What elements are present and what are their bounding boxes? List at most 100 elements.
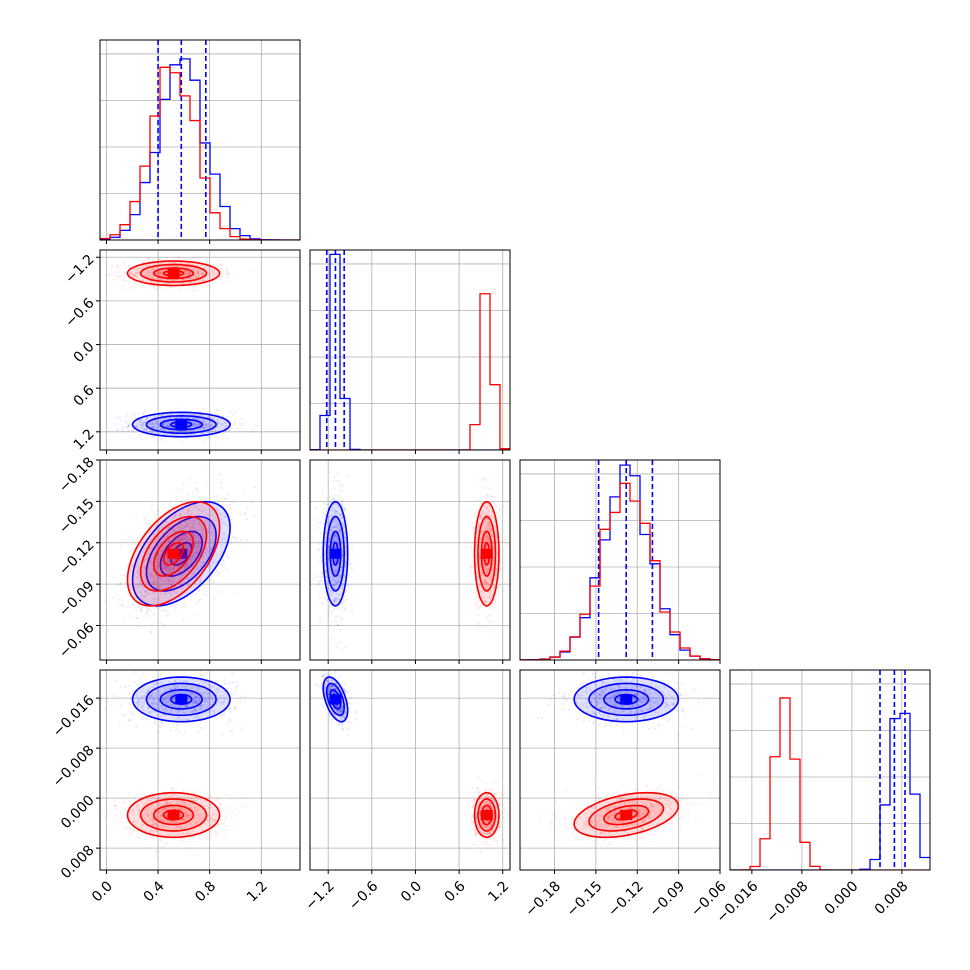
sample-point bbox=[203, 551, 207, 554]
sample-point bbox=[156, 509, 159, 512]
sample-point bbox=[498, 567, 502, 570]
sample-point bbox=[331, 542, 334, 546]
sample-point bbox=[184, 271, 187, 275]
sample-point bbox=[185, 265, 188, 268]
sample-point bbox=[174, 564, 177, 567]
sample-point bbox=[196, 271, 199, 274]
sample-point bbox=[489, 630, 492, 633]
sample-point bbox=[212, 561, 215, 565]
sample-point bbox=[187, 524, 190, 527]
sample-point bbox=[152, 581, 155, 584]
sample-point bbox=[179, 577, 182, 580]
sample-point bbox=[187, 568, 191, 572]
y-tick-label: −0.6 bbox=[62, 295, 97, 330]
sample-point bbox=[493, 602, 497, 605]
sample-point bbox=[159, 273, 162, 277]
sample-point bbox=[333, 518, 336, 521]
sample-point bbox=[337, 523, 340, 526]
sample-point bbox=[131, 603, 134, 606]
sample-point bbox=[179, 574, 182, 577]
sample-point bbox=[340, 617, 344, 620]
sample-point bbox=[116, 275, 119, 278]
sample-point bbox=[157, 539, 160, 542]
sample-point bbox=[179, 587, 183, 590]
sample-point bbox=[227, 273, 231, 276]
density-peak bbox=[329, 548, 342, 559]
sample-point bbox=[160, 269, 163, 273]
sample-point bbox=[149, 423, 152, 426]
sample-point bbox=[189, 548, 192, 551]
sample-point bbox=[159, 512, 163, 515]
sample-point bbox=[146, 581, 149, 584]
sample-point bbox=[182, 527, 185, 530]
sample-point bbox=[335, 513, 338, 516]
sample-point bbox=[194, 543, 197, 546]
sample-point bbox=[235, 537, 238, 540]
sample-point bbox=[188, 537, 191, 541]
sample-point bbox=[234, 690, 237, 694]
sample-point bbox=[180, 261, 183, 264]
sample-point bbox=[135, 725, 138, 728]
sample-point bbox=[343, 524, 346, 527]
sample-point bbox=[183, 547, 187, 551]
sample-point bbox=[133, 268, 136, 271]
sample-point bbox=[205, 520, 208, 523]
sample-point bbox=[149, 573, 152, 576]
sample-point bbox=[152, 601, 156, 605]
sample-point bbox=[128, 264, 131, 267]
density-peak bbox=[175, 419, 188, 430]
sample-point bbox=[124, 415, 127, 419]
sample-point bbox=[181, 538, 184, 541]
sample-point bbox=[181, 583, 184, 586]
sample-point bbox=[193, 257, 196, 260]
sample-point bbox=[340, 587, 343, 590]
sample-point bbox=[333, 533, 337, 537]
sample-point bbox=[152, 284, 155, 288]
sample-point bbox=[143, 595, 146, 598]
sample-point bbox=[177, 574, 180, 577]
sample-point bbox=[190, 429, 193, 432]
sample-point bbox=[330, 576, 333, 579]
sample-point bbox=[152, 533, 155, 537]
sample-point bbox=[148, 547, 151, 550]
sample-point bbox=[172, 261, 175, 265]
sample-point bbox=[327, 587, 330, 590]
sample-point bbox=[327, 557, 330, 561]
sample-point bbox=[171, 279, 174, 282]
sample-point bbox=[339, 568, 343, 572]
sample-point bbox=[329, 528, 332, 531]
sample-point bbox=[167, 567, 170, 570]
sample-point bbox=[333, 546, 336, 549]
sample-point bbox=[146, 608, 150, 611]
sample-point bbox=[335, 535, 338, 539]
histogram-series-1 bbox=[310, 293, 510, 450]
sample-point bbox=[187, 569, 190, 572]
sample-point bbox=[178, 578, 181, 581]
sample-point bbox=[138, 579, 141, 582]
sample-point bbox=[191, 558, 194, 561]
sample-point bbox=[207, 435, 211, 438]
sample-point bbox=[485, 535, 489, 539]
sample-point bbox=[144, 517, 147, 520]
sample-point bbox=[134, 539, 137, 542]
sample-point bbox=[205, 671, 208, 674]
sample-point bbox=[213, 269, 216, 272]
sample-point bbox=[322, 515, 325, 518]
sample-point bbox=[335, 593, 338, 596]
sample-point bbox=[185, 273, 188, 276]
sample-point bbox=[343, 531, 347, 534]
sample-point bbox=[193, 529, 196, 532]
sample-point bbox=[341, 550, 344, 553]
sample-point bbox=[328, 593, 331, 596]
sample-point bbox=[150, 631, 153, 634]
sample-point bbox=[163, 572, 166, 576]
sample-point bbox=[150, 422, 154, 425]
sample-point bbox=[196, 550, 199, 553]
sample-point bbox=[333, 539, 336, 542]
sample-point bbox=[325, 572, 328, 575]
sample-point bbox=[321, 489, 325, 492]
sample-point bbox=[333, 494, 336, 497]
sample-point bbox=[134, 424, 137, 428]
sample-point bbox=[219, 428, 222, 431]
sample-point bbox=[144, 590, 147, 593]
